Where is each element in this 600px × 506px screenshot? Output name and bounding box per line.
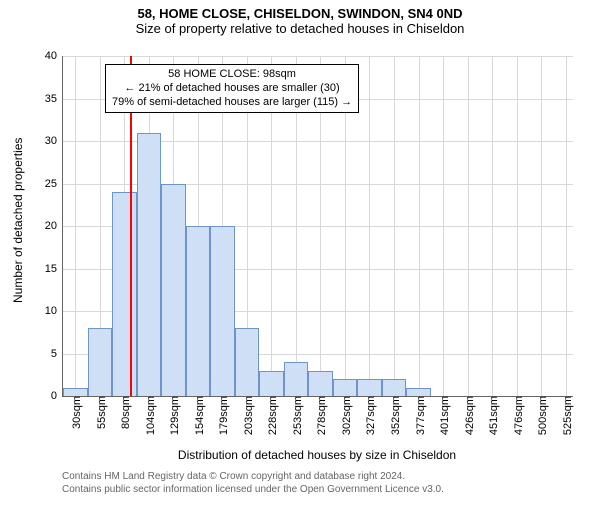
x-tick-label: 30sqm: [67, 396, 83, 429]
chart-plot-area: 051015202530354030sqm55sqm80sqm104sqm129…: [62, 56, 573, 397]
x-tick-label: 55sqm: [92, 396, 108, 429]
annotation-line: 58 HOME CLOSE: 98sqm: [112, 68, 352, 82]
y-tick-label: 15: [45, 263, 63, 275]
gridline-horizontal: [63, 56, 573, 57]
histogram-bar: [112, 192, 137, 396]
y-tick-label: 30: [45, 135, 63, 147]
histogram-bar: [186, 226, 211, 396]
annotation-box: 58 HOME CLOSE: 98sqm← 21% of detached ho…: [105, 64, 359, 113]
x-tick-label: 104sqm: [141, 396, 157, 435]
x-tick-label: 278sqm: [312, 396, 328, 435]
x-tick-label: 203sqm: [239, 396, 255, 435]
x-tick-label: 179sqm: [214, 396, 230, 435]
x-tick-label: 352sqm: [386, 396, 402, 435]
gridline-vertical: [75, 56, 76, 396]
x-tick-label: 302sqm: [337, 396, 353, 435]
histogram-bar: [137, 133, 162, 397]
y-tick-label: 40: [45, 50, 63, 62]
footer-line2: Contains public sector information licen…: [62, 483, 444, 496]
histogram-bar: [308, 371, 333, 397]
x-tick-label: 129sqm: [165, 396, 181, 435]
footer-attribution: Contains HM Land Registry data © Crown c…: [62, 470, 444, 496]
x-tick-label: 154sqm: [190, 396, 206, 435]
x-tick-label: 327sqm: [361, 396, 377, 435]
histogram-bar: [63, 388, 88, 397]
histogram-bar: [284, 362, 309, 396]
histogram-bar: [161, 184, 186, 397]
page-title-line2: Size of property relative to detached ho…: [0, 21, 600, 36]
y-tick-label: 25: [45, 178, 63, 190]
histogram-bar: [333, 379, 358, 396]
histogram-bar: [357, 379, 382, 396]
gridline-vertical: [517, 56, 518, 396]
x-tick-label: 525sqm: [558, 396, 574, 435]
gridline-vertical: [566, 56, 567, 396]
histogram-bar: [88, 328, 113, 396]
x-tick-label: 451sqm: [484, 396, 500, 435]
gridline-vertical: [492, 56, 493, 396]
histogram-bar: [235, 328, 260, 396]
annotation-line: 79% of semi-detached houses are larger (…: [112, 96, 352, 110]
x-tick-label: 500sqm: [533, 396, 549, 435]
y-tick-label: 5: [51, 348, 63, 360]
x-axis-label: Distribution of detached houses by size …: [62, 448, 572, 462]
y-tick-label: 0: [51, 390, 63, 402]
x-tick-label: 253sqm: [288, 396, 304, 435]
gridline-vertical: [394, 56, 395, 396]
y-tick-label: 10: [45, 305, 63, 317]
x-tick-label: 377sqm: [411, 396, 427, 435]
x-tick-label: 80sqm: [116, 396, 132, 429]
histogram-bar: [382, 379, 407, 396]
y-tick-label: 35: [45, 93, 63, 105]
gridline-vertical: [541, 56, 542, 396]
x-tick-label: 476sqm: [509, 396, 525, 435]
x-tick-label: 228sqm: [263, 396, 279, 435]
gridline-vertical: [468, 56, 469, 396]
gridline-vertical: [419, 56, 420, 396]
y-axis-label: Number of detached properties: [11, 143, 25, 303]
histogram-bar: [259, 371, 284, 397]
histogram-bar: [406, 388, 431, 397]
annotation-line: ← 21% of detached houses are smaller (30…: [112, 82, 352, 96]
y-tick-label: 20: [45, 220, 63, 232]
footer-line1: Contains HM Land Registry data © Crown c…: [62, 470, 444, 483]
histogram-bar: [210, 226, 235, 396]
x-tick-label: 426sqm: [460, 396, 476, 435]
gridline-vertical: [369, 56, 370, 396]
x-tick-label: 401sqm: [435, 396, 451, 435]
page-title-line1: 58, HOME CLOSE, CHISELDON, SWINDON, SN4 …: [0, 6, 600, 21]
gridline-vertical: [443, 56, 444, 396]
